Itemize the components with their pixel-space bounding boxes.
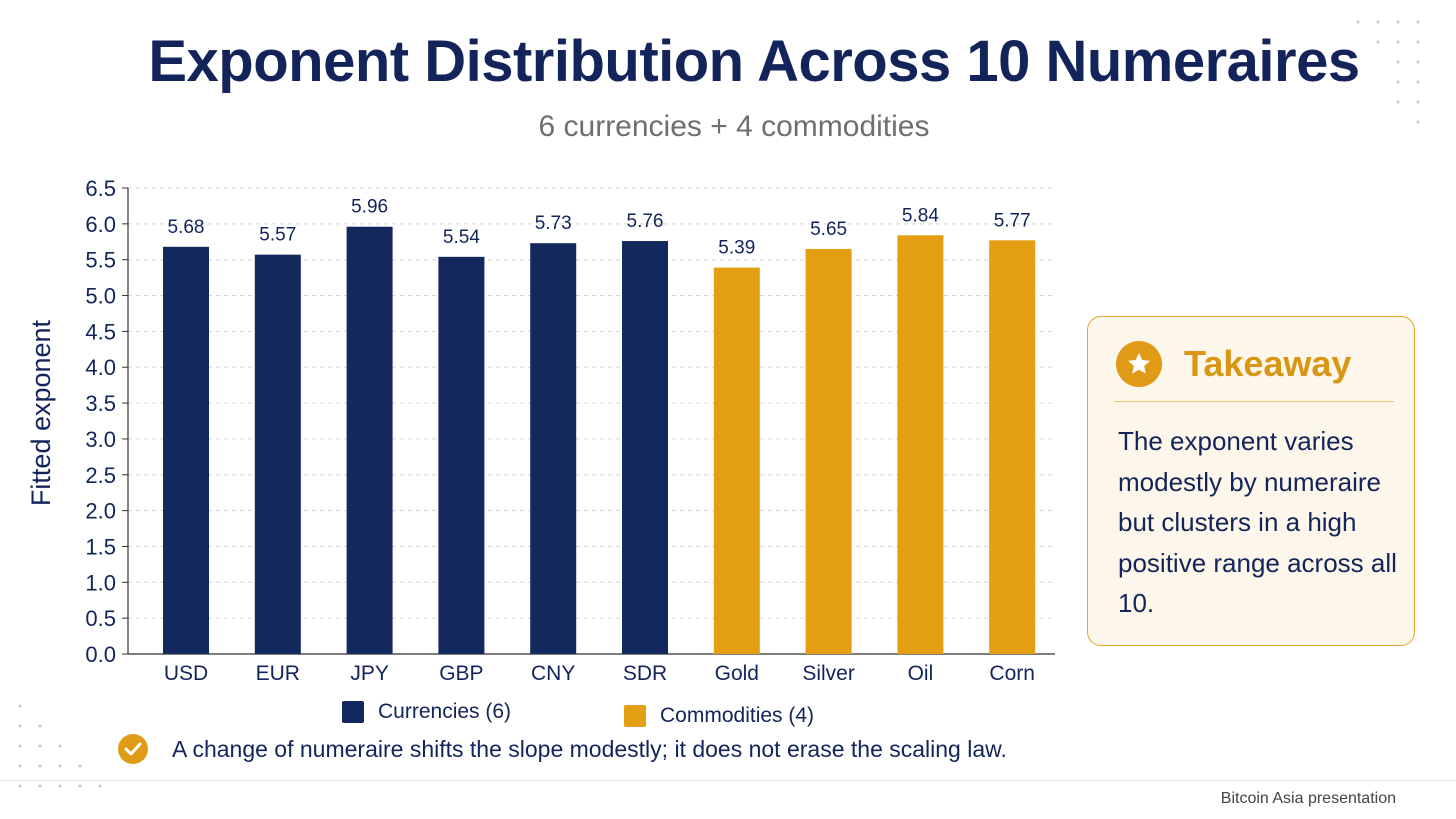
data-label-eur: 5.57 [259,225,296,246]
x-tick-label-cny: CNY [531,662,575,685]
bar-chart: 0.0 0.5 1.0 1.5 2.0 2.5 3.0 3.5 4.0 4.5 5.0 5.5 6.0 6… [26,176,1055,685]
y-tick-label: 6.5 [85,176,116,201]
data-label-corn: 5.77 [994,210,1031,231]
y-tick-label: 2.5 [85,463,116,488]
y-tick-label: 3.5 [85,391,116,416]
legend-swatch-currencies [342,701,364,723]
y-axis-label: Fitted exponent [26,319,56,506]
footnote-text: A change of numeraire shifts the slope m… [172,735,1007,762]
footer-divider [0,780,1456,781]
chart-title: Exponent Distribution Across 10 Numerair… [148,29,1360,94]
footnote: A change of numeraire shifts the slope m… [118,734,1007,764]
decorative-dots-top-right [1356,20,1420,124]
y-tick-label: 5.5 [85,248,116,273]
chart-subtitle: 6 currencies + 4 commodities [538,110,930,143]
axes: 0.0 0.5 1.0 1.5 2.0 2.5 3.0 3.5 4.0 4.5 5.0 5.5 6.0 6… [85,176,1055,667]
takeaway-body: The exponent varies modestly by numerair… [1118,426,1397,618]
bar-oil [897,235,944,654]
legend: Currencies (6) Commodities (4) [0,700,1100,730]
y-tick-label: 4.5 [85,319,116,344]
y-tick-label: 5.0 [85,284,116,309]
footer-text: Bitcoin Asia presentation [1220,790,1396,807]
x-tick-label-gold: Gold [715,662,759,685]
y-tick-label: 2.0 [85,499,116,524]
decorative-dots-bottom-left [18,704,102,788]
data-label-cny: 5.73 [535,213,572,234]
star-icon [1116,341,1162,387]
x-tick-label-sdr: SDR [623,662,667,685]
bars [163,226,1036,655]
y-tick-label: 0.0 [85,642,116,667]
check-icon [118,734,148,764]
data-label-usd: 5.68 [168,217,205,238]
bar-jpy [346,226,393,654]
data-label-oil: 5.84 [902,205,939,226]
y-tick-label: 3.0 [85,427,116,452]
x-tick-label-oil: Oil [908,662,934,685]
bar-sdr [622,241,668,654]
x-tick-label-silver: Silver [802,662,855,685]
x-tick-label-corn: Corn [989,662,1035,685]
y-tick-label: 1.0 [85,570,116,595]
legend-label-currencies: Currencies (6) [378,700,512,723]
x-tick-label-eur: EUR [256,662,300,685]
legend-item-currencies: Currencies (6) [342,700,511,724]
takeaway-divider [1114,401,1394,402]
x-tick-label-jpy: JPY [350,662,389,685]
legend-swatch-commodities [624,705,646,727]
data-label-jpy: 5.96 [351,197,388,218]
bar-corn [989,240,1036,654]
takeaway-header: Takeaway [1116,339,1351,389]
y-tick-label: 6.0 [85,212,116,237]
x-tick-label-gbp: GBP [439,662,483,685]
legend-item-commodities: Commodities (4) [624,704,814,728]
data-label-gold: 5.39 [718,238,755,259]
x-tick-label-usd: USD [164,662,208,685]
y-tick-label: 1.5 [85,534,116,559]
y-tick-label: 0.5 [85,606,116,631]
data-label-gbp: 5.54 [443,227,480,248]
labels: 5.68 USD 5.57 EUR 5.96 JPY 5.54 GBP 5.73 CNY 5.76 S… [164,197,1035,685]
data-label-silver: 5.65 [810,219,847,240]
bar-silver [805,248,852,654]
bar-eur [254,254,301,655]
bar-usd [163,246,209,654]
data-label-sdr: 5.76 [627,211,664,232]
takeaway-card: Takeaway The exponent varies modestly by… [1087,316,1415,646]
bar-cny [530,243,577,655]
takeaway-title: Takeaway [1184,343,1352,384]
legend-label-commodities: Commodities (4) [660,704,815,727]
y-tick-label: 4.0 [85,355,116,380]
bar-gold [713,267,760,654]
bar-gbp [438,256,485,654]
